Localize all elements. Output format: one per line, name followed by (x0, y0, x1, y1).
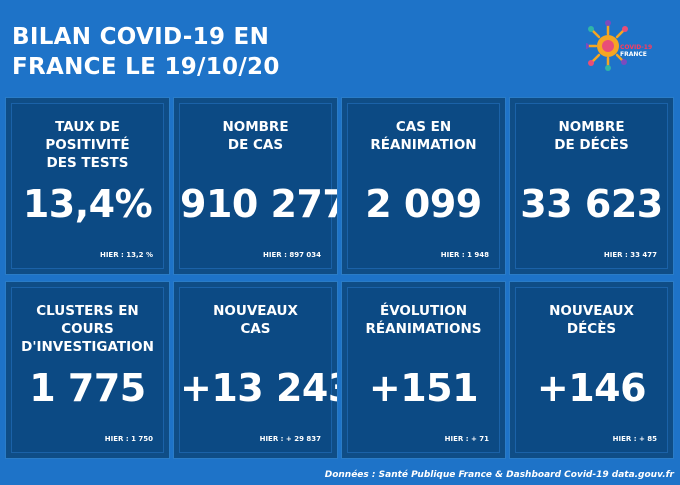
card-yesterday: HIER : + 71 (444, 435, 489, 443)
card-value: 13,4% (22, 182, 153, 226)
card-yesterday: HIER : 33 477 (603, 251, 657, 259)
card-yesterday: HIER : + 85 (612, 435, 657, 443)
card-icu-cases: CAS EN RÉANIMATION 2 099 HIER : 1 948 (341, 97, 506, 275)
card-label: CAS EN RÉANIMATION (370, 119, 477, 153)
card-value: 910 277 (180, 182, 338, 226)
stats-grid: TAUX DE POSITIVITÉ DES TESTS 13,4% HIER … (5, 97, 675, 459)
card-value: 1 775 (29, 366, 146, 410)
card-value: 2 099 (365, 182, 482, 226)
card-yesterday: HIER : 13,2 % (99, 251, 153, 259)
card-label: NOUVEAUX CAS (213, 303, 298, 337)
card-value: +13 243 (180, 366, 338, 410)
card-label: ÉVOLUTION RÉANIMATIONS (365, 303, 482, 337)
card-yesterday: HIER : 1 948 (440, 251, 489, 259)
card-label: NOMBRE DE DÉCÈS (554, 119, 629, 153)
card-yesterday: HIER : 1 750 (104, 435, 153, 443)
logo-line-1: COVID-19 (620, 44, 653, 51)
card-positivity-rate: TAUX DE POSITIVITÉ DES TESTS 13,4% HIER … (5, 97, 170, 275)
title-line-1: BILAN COVID-19 EN (12, 24, 270, 50)
card-icu-change: ÉVOLUTION RÉANIMATIONS +151 HIER : + 71 (341, 281, 506, 459)
card-new-cases: NOUVEAUX CAS +13 243 HIER : + 29 837 (173, 281, 338, 459)
logo-text: COVID-19 FRANCE (620, 44, 652, 58)
card-label: NOMBRE DE CAS (222, 119, 289, 153)
card-value: +146 (536, 366, 647, 410)
card-total-cases: NOMBRE DE CAS 910 277 HIER : 897 034 (173, 97, 338, 275)
card-label: NOUVEAUX DÉCÈS (549, 303, 634, 337)
logo-line-2: FRANCE (620, 51, 647, 58)
virus-icon (586, 20, 628, 71)
card-value: +151 (368, 366, 479, 410)
page-title: BILAN COVID-19 EN FRANCE LE 19/10/20 (12, 22, 280, 82)
card-label: TAUX DE POSITIVITÉ DES TESTS (45, 119, 130, 171)
card-clusters: CLUSTERS EN COURS D'INVESTIGATION 1 775 … (5, 281, 170, 459)
card-yesterday: HIER : 897 034 (263, 251, 321, 259)
card-new-deaths: NOUVEAUX DÉCÈS +146 HIER : + 85 (509, 281, 674, 459)
title-line-2: FRANCE LE 19/10/20 (12, 54, 280, 80)
card-yesterday: HIER : + 29 837 (259, 435, 321, 443)
card-label: CLUSTERS EN COURS D'INVESTIGATION (21, 303, 154, 355)
card-value: 33 623 (520, 182, 663, 226)
card-total-deaths: NOMBRE DE DÉCÈS 33 623 HIER : 33 477 (509, 97, 674, 275)
source-footer: Données : Santé Publique France & Dashbo… (324, 470, 674, 480)
